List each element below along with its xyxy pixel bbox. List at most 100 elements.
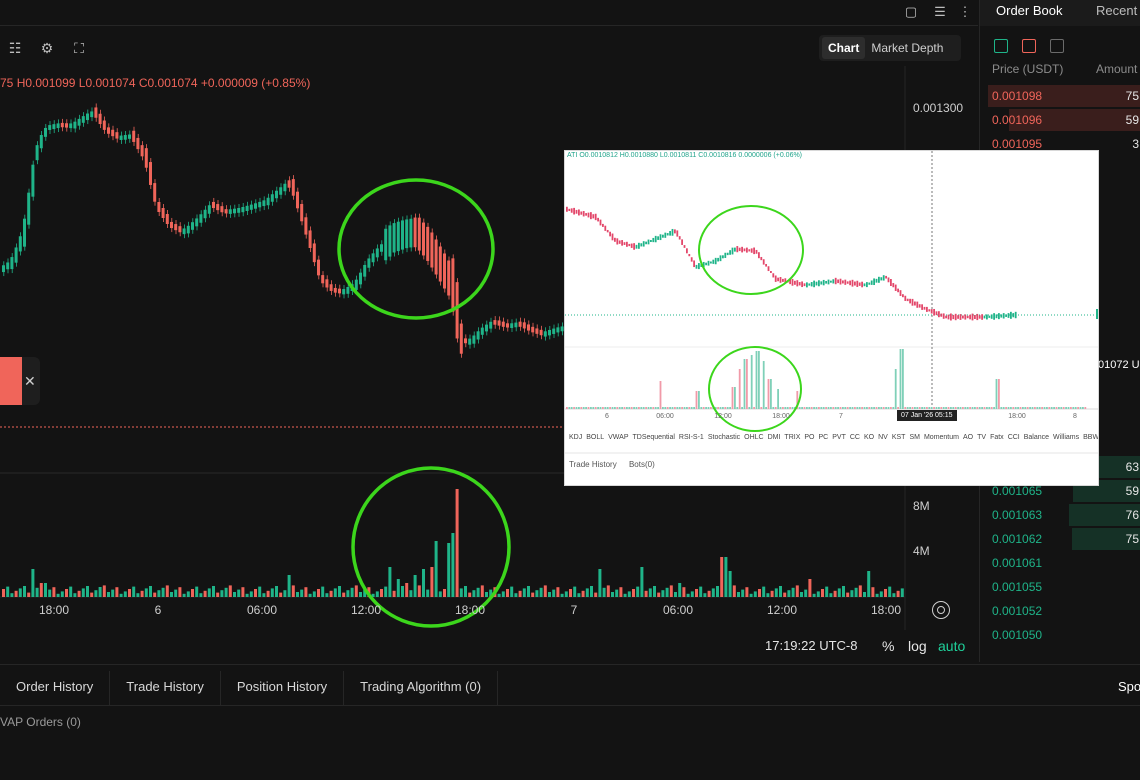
price-axis-top: 0.001300 [913,101,964,115]
inset-candle [765,263,767,267]
inset-volume-bar [815,407,818,409]
bottom-divider [0,705,1140,706]
inset-volume-bar [909,407,911,409]
ask-row[interactable]: 0.001098 75 [980,85,1140,107]
inset-tab-bots: Bots(0) [628,460,655,469]
position-tag[interactable]: ✕ [0,357,40,405]
bid-row[interactable]: 0.001052 [980,600,1140,622]
volume-bar [455,489,459,597]
volume-bar [430,567,434,597]
inset-volume-bar [724,407,727,409]
candle-body [69,123,73,129]
inset-candle [676,230,679,237]
inset-candle [594,213,597,221]
candle-body [342,289,346,295]
market-depth-button[interactable]: Market Depth [871,41,944,55]
volume-bar [254,589,257,597]
bid-row[interactable]: 0.001061 [980,552,1140,574]
inset-volume-bar [578,407,580,409]
more-vertical-icon[interactable]: ⋮ [958,4,972,19]
volume-bar [522,588,526,597]
inset-volume-bar [890,407,892,409]
book-mode-bids-icon[interactable] [1050,39,1064,53]
inset-volume-bar [798,407,801,409]
inset-candle [923,306,926,310]
inset-candle [794,280,796,285]
bid-row[interactable]: 0.001050 [980,624,1140,646]
inset-candle [930,309,933,314]
inset-candle [942,313,945,319]
inset-candle [755,249,758,254]
tab-order-book[interactable]: Order Book [996,3,1063,18]
percent-scale-toggle[interactable]: % [882,638,895,654]
inset-volume-bar [750,355,753,409]
inset-volume-bar [582,407,585,409]
volume-bar [2,589,5,597]
log-scale-toggle[interactable]: log [908,638,927,654]
fullscreen-icon[interactable]: ⛶ [74,40,84,56]
tab-recent-trades[interactable]: Recent [1096,3,1138,18]
bid-row[interactable]: 0.001063 76 [980,504,1140,526]
inset-candle [906,298,909,302]
inset-volume-bar [688,407,691,409]
book-mode-both-icon[interactable] [994,39,1008,53]
inset-candle [926,306,928,312]
volume-bar [312,591,316,597]
bid-amount: 59 [1125,484,1139,498]
inset-volume-bar [734,387,736,409]
time-axis-label: 6 [154,603,162,617]
tab-spot[interactable]: Spo [1118,679,1140,694]
candle-body [304,217,308,235]
chart-view-button[interactable]: Chart [822,37,866,59]
inset-candle [674,229,676,234]
inset-candle [611,233,614,241]
candle-body [107,127,110,134]
inset-candle [849,280,851,286]
volume-bar [875,593,879,597]
twap-orders-tab[interactable]: VAP Orders (0) [0,715,81,729]
tab-trade-history[interactable]: Trade History [110,671,221,705]
inset-volume-bar [856,407,859,409]
volume-bar [304,587,308,597]
axis-settings-icon[interactable] [932,601,950,619]
inset-candle [635,244,638,249]
inset-volume-bar [717,407,719,409]
inset-candle [969,314,971,320]
candle-body [90,111,94,118]
inset-candle [950,313,952,321]
tab-order-history[interactable]: Order History [0,671,111,705]
bid-row[interactable]: 0.001055 [980,576,1140,598]
volume-bar [136,593,140,597]
candle-body [123,135,127,140]
inset-volume-bar [616,407,619,409]
time-axis-label: 7 [570,603,578,617]
ask-row[interactable]: 0.001096 59 [980,109,1140,131]
candle-body [111,129,115,137]
book-mode-asks-icon[interactable] [1022,39,1036,53]
inset-candle [851,279,854,287]
candle-body [493,320,497,325]
bid-row[interactable]: 0.001062 75 [980,528,1140,550]
tab-trading-algorithm[interactable]: Trading Algorithm (0) [344,671,499,705]
sliders-icon[interactable]: ☰ [934,4,946,19]
volume-bar [501,591,505,597]
inset-volume-bar [878,407,880,409]
square-icon[interactable]: ▢ [904,4,918,19]
candle-body [279,187,283,195]
volume-bar [842,586,845,597]
inset-volume-bar [762,361,765,409]
inset-candle [738,247,741,252]
volume-bar [132,586,136,597]
volume-bar [615,589,619,597]
inset-indicator: PC [818,434,829,441]
inset-candle [621,240,623,246]
volume-bar [661,590,665,597]
auto-scale-toggle[interactable]: auto [938,638,966,654]
volume-bar [518,590,522,597]
ask-row[interactable]: 0.001095 3 [980,133,1140,155]
settings-icon[interactable]: ⚙ [40,40,54,56]
close-icon[interactable]: ✕ [24,373,36,389]
tab-position-history[interactable]: Position History [221,671,345,705]
candle-body [52,124,56,130]
list-check-icon[interactable]: ☷ [8,40,22,56]
